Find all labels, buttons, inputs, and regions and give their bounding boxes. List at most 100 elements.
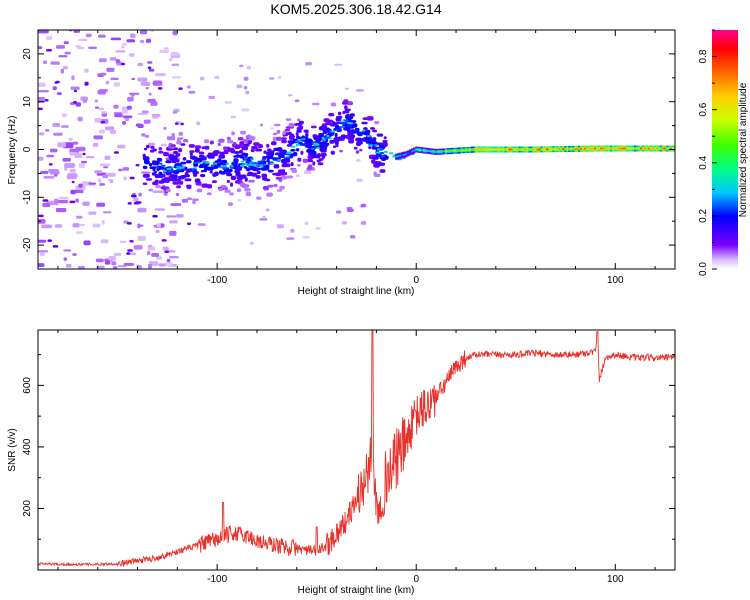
spectrogram-cell bbox=[172, 110, 178, 114]
spectrogram-cell bbox=[266, 158, 270, 163]
spectrogram-cell bbox=[287, 131, 292, 136]
spectrogram-cell bbox=[250, 158, 254, 161]
spectrogram-cell bbox=[260, 167, 268, 171]
spectrogram-cell bbox=[305, 138, 311, 142]
spectrogram-cell bbox=[298, 120, 304, 125]
spectrogram-cell bbox=[310, 147, 316, 150]
spectrogram-cell bbox=[357, 131, 363, 137]
spectrogram-cell bbox=[66, 264, 72, 268]
colorbar-tick-label: 0.4 bbox=[698, 155, 709, 169]
snr-x-tick-label: -100 bbox=[207, 574, 227, 585]
spectrogram-cell bbox=[84, 68, 89, 73]
spectrogram-cell bbox=[429, 150, 432, 153]
spectrogram-cell bbox=[335, 210, 342, 214]
spectrogram-cell bbox=[163, 152, 169, 157]
spectrogram-cell bbox=[174, 122, 179, 125]
spectrogram-cell bbox=[221, 151, 226, 155]
spectrogram-cell bbox=[427, 150, 430, 152]
spectrogram-cell bbox=[171, 159, 177, 164]
colorbar-ticks: 0.0 0.2 0.4 0.6 0.8 bbox=[698, 29, 717, 276]
spectrogram-cell bbox=[173, 174, 178, 179]
spectrogram-cell bbox=[70, 189, 76, 195]
spectrogram-cell bbox=[227, 140, 234, 144]
spectrogram-cell bbox=[236, 84, 243, 89]
spectrogram-cell bbox=[113, 104, 119, 109]
spectrogram-cell bbox=[355, 150, 360, 154]
spectrogram-cell bbox=[322, 130, 328, 134]
spectrogram-cell bbox=[223, 146, 228, 151]
spectrogram-cell bbox=[311, 150, 317, 155]
spectrogram-cell bbox=[276, 224, 284, 229]
spectrogram-cell bbox=[347, 122, 354, 125]
spectrogram-cell bbox=[162, 246, 169, 251]
spectrogram-cell bbox=[243, 166, 248, 169]
spectrogram-cell bbox=[147, 246, 156, 251]
spectrogram-cell bbox=[83, 240, 91, 246]
spectrogram-cell bbox=[214, 75, 220, 79]
spectrogram-cell bbox=[48, 163, 53, 166]
spectrogram-cell bbox=[58, 55, 68, 58]
spectrogram-cell bbox=[235, 154, 240, 158]
spectrogram-cell bbox=[508, 148, 511, 151]
spectrogram-cell bbox=[115, 50, 126, 53]
spectrogram-cell bbox=[152, 215, 158, 218]
spectrogram-cell bbox=[43, 175, 55, 179]
spectrogram-cell bbox=[240, 174, 247, 179]
spectrogram-cell bbox=[172, 76, 181, 79]
spectrogram-cell bbox=[188, 90, 196, 94]
snr-background bbox=[38, 330, 675, 570]
spectrogram-cell bbox=[240, 160, 245, 163]
snr-y-label: SNR (v/v) bbox=[7, 428, 18, 471]
spectrogram-cell bbox=[182, 157, 187, 161]
spectrogram-cell bbox=[93, 135, 103, 140]
snr-x-tick-label: 0 bbox=[413, 574, 419, 585]
spectrogram-cell bbox=[201, 163, 208, 167]
spectrogram-cell bbox=[488, 148, 492, 151]
spectrogram-cell bbox=[564, 148, 567, 150]
spectrogram-cell bbox=[606, 147, 609, 150]
spectrogram-cell bbox=[245, 90, 250, 95]
spectrogram-cell bbox=[109, 129, 116, 134]
spectrogram-cell bbox=[270, 152, 275, 156]
spectrogram-cell bbox=[187, 197, 193, 200]
spectrogram-cell bbox=[366, 135, 371, 138]
spectrogram-cell bbox=[137, 223, 141, 229]
spectrogram-cell bbox=[372, 137, 377, 141]
spectrogram-cell bbox=[92, 223, 101, 228]
spectrogram-cell bbox=[55, 45, 65, 49]
spectrogram-cell bbox=[149, 166, 157, 169]
spectrogram-cell bbox=[169, 220, 178, 224]
spectrogram-cell bbox=[226, 180, 230, 183]
spectrogram-cell bbox=[277, 159, 282, 161]
spectrogram-cell bbox=[522, 148, 525, 151]
spectrogram-cell bbox=[250, 148, 255, 153]
spectrogram-cell bbox=[466, 149, 470, 151]
spectrogram-cell bbox=[636, 147, 639, 150]
spectrogram-cell bbox=[248, 161, 254, 164]
spectrogram-cell bbox=[287, 151, 292, 154]
spectrogram-cell bbox=[516, 148, 519, 151]
spectrogram-cell bbox=[145, 159, 149, 163]
spectrogram-cell bbox=[421, 149, 424, 152]
spectrogram-cell bbox=[544, 148, 547, 151]
spectrogram-cell bbox=[121, 110, 128, 114]
spectrogram-cell bbox=[336, 128, 342, 132]
spectrogram-cell bbox=[317, 162, 324, 166]
spectrogram-cell bbox=[98, 58, 107, 63]
spectrogram-cell bbox=[494, 148, 497, 151]
spectrogram-cell bbox=[397, 155, 400, 158]
spectrogram-cell bbox=[612, 147, 615, 150]
spectrogram-cell bbox=[468, 149, 472, 151]
spectrogram-cell bbox=[326, 135, 330, 137]
spectrogram-cell bbox=[167, 250, 176, 253]
spectrogram-cell bbox=[510, 148, 513, 151]
spectrogram-cell bbox=[600, 147, 603, 150]
spectrogram-cell bbox=[165, 188, 171, 193]
spectrogram-cell bbox=[175, 192, 180, 197]
spectrogram-y-tick-label: 0 bbox=[22, 146, 33, 152]
spectrogram-cell bbox=[661, 147, 665, 150]
spectrogram-cell bbox=[319, 147, 323, 151]
spectrogram-cell bbox=[169, 230, 177, 236]
spectrogram-cell bbox=[604, 147, 607, 150]
spectrogram-cell bbox=[99, 163, 111, 167]
